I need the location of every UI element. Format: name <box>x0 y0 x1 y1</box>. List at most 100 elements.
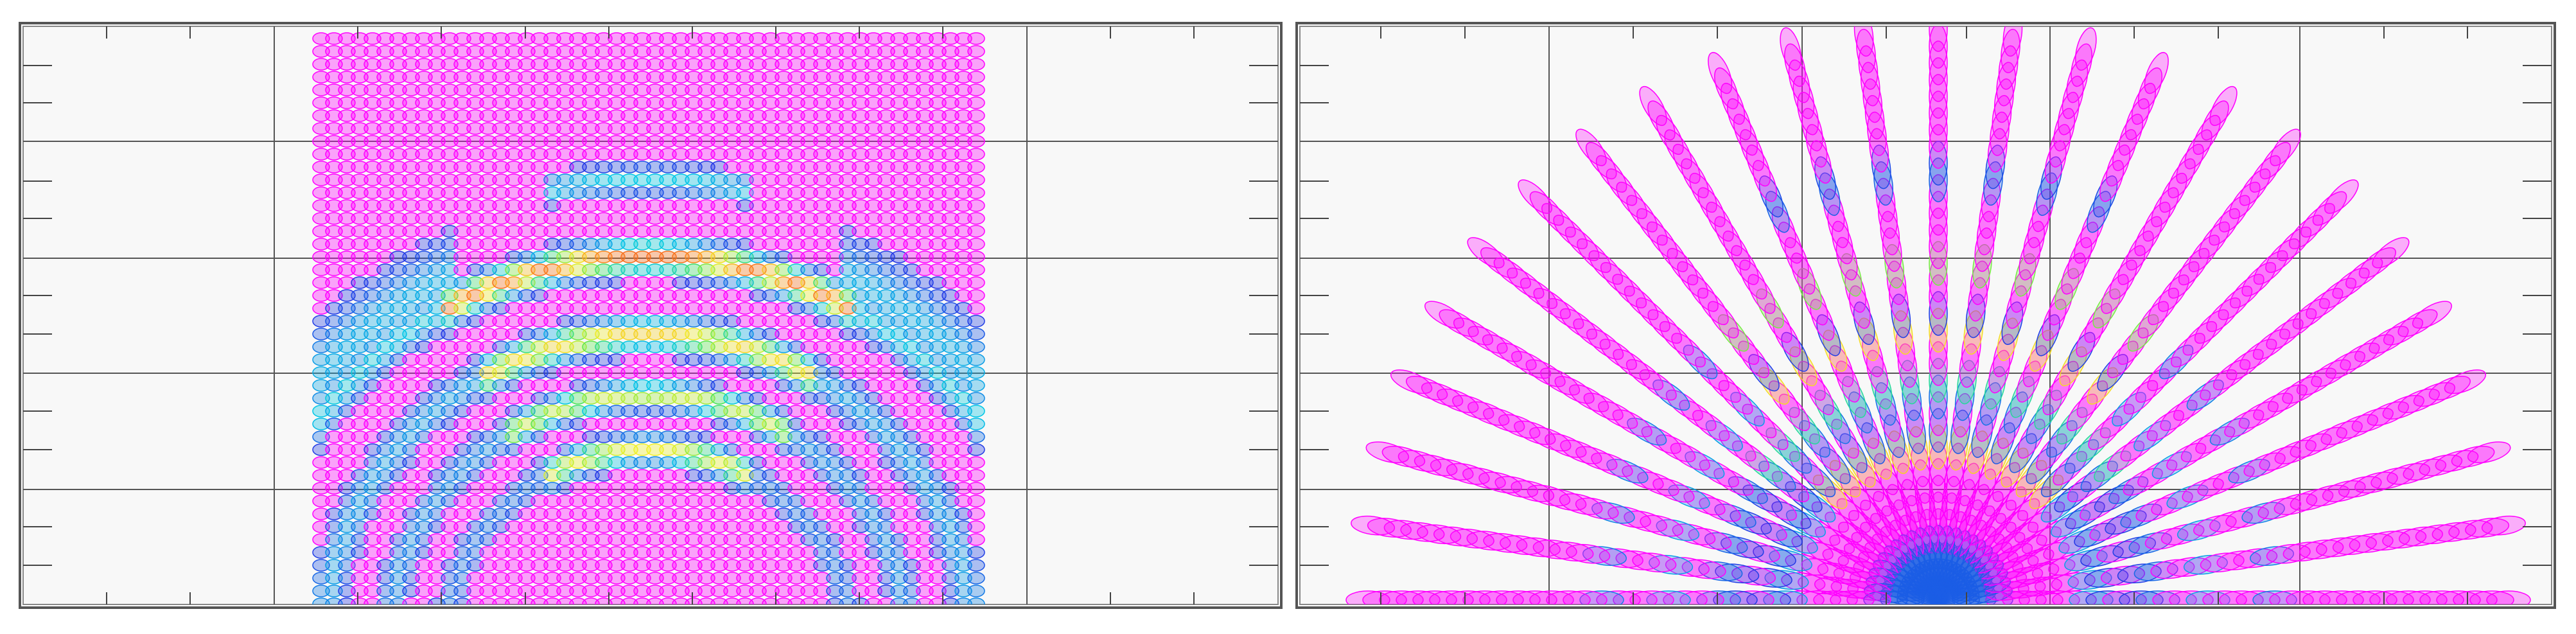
cell <box>505 366 523 379</box>
cell <box>749 482 767 495</box>
cell <box>800 71 818 84</box>
cell <box>736 84 754 96</box>
cell <box>954 263 972 276</box>
cell <box>736 148 754 161</box>
cell <box>826 340 844 353</box>
cell <box>877 58 895 71</box>
cell <box>312 173 330 186</box>
cell <box>492 122 510 135</box>
cell <box>543 289 561 302</box>
cell <box>453 507 471 520</box>
cell <box>697 212 715 225</box>
cell <box>325 289 343 302</box>
cell <box>697 572 715 585</box>
cell <box>775 148 793 161</box>
cell <box>877 559 895 572</box>
cell <box>890 572 908 585</box>
cell <box>415 161 433 173</box>
cell <box>543 533 561 546</box>
cell <box>929 84 947 96</box>
cell <box>428 482 446 495</box>
cell <box>402 559 420 572</box>
cell <box>942 469 959 482</box>
cell <box>595 418 613 430</box>
cell <box>633 507 651 520</box>
cell <box>736 572 754 585</box>
cell <box>582 520 600 533</box>
cell <box>364 456 381 469</box>
ticks <box>23 26 1278 604</box>
cell <box>428 276 446 289</box>
cell <box>787 366 805 379</box>
cell <box>954 328 972 340</box>
cell <box>453 84 471 96</box>
cell <box>530 379 548 392</box>
cell <box>556 405 574 418</box>
cell <box>877 340 895 353</box>
cell <box>877 238 895 251</box>
cell <box>890 353 908 366</box>
cell <box>762 32 780 45</box>
cell <box>595 443 613 456</box>
cell <box>2252 590 2297 604</box>
cell <box>659 263 677 276</box>
cell <box>595 392 613 405</box>
cell <box>1832 220 1853 265</box>
cell <box>556 225 574 238</box>
cell <box>569 276 587 289</box>
cell <box>1970 260 1990 305</box>
cell <box>697 289 715 302</box>
cell <box>710 186 728 199</box>
cell <box>569 559 587 572</box>
cell <box>569 328 587 340</box>
cell <box>787 84 805 96</box>
cell <box>685 456 703 469</box>
cell <box>672 45 690 58</box>
cell <box>646 212 664 225</box>
cell <box>685 276 703 289</box>
cell <box>672 109 690 122</box>
cell <box>582 84 600 96</box>
cell <box>569 263 587 276</box>
cell <box>1900 479 1923 523</box>
cell <box>415 238 433 251</box>
cell <box>453 161 471 173</box>
cell <box>608 418 626 430</box>
cell <box>762 148 780 161</box>
cell <box>543 546 561 559</box>
cell <box>813 58 831 71</box>
cell <box>890 148 908 161</box>
cell <box>389 161 407 173</box>
cell <box>1967 430 1989 474</box>
cell <box>697 96 715 109</box>
cell <box>582 533 600 546</box>
cell <box>351 84 369 96</box>
cell <box>325 520 343 533</box>
cell <box>877 109 895 122</box>
cell <box>659 340 677 353</box>
cell <box>839 520 857 533</box>
cell <box>364 251 381 263</box>
cell <box>389 186 407 199</box>
cell <box>364 353 381 366</box>
cell <box>685 546 703 559</box>
cell <box>954 32 972 45</box>
cell <box>1858 45 1879 90</box>
cell <box>428 507 446 520</box>
cell <box>415 585 433 597</box>
cell <box>556 418 574 430</box>
cell <box>852 135 870 148</box>
cell <box>364 289 381 302</box>
cell <box>453 353 471 366</box>
cell <box>595 482 613 495</box>
cell <box>736 212 754 225</box>
cell <box>428 392 446 405</box>
cell <box>620 148 638 161</box>
cell <box>813 173 831 186</box>
cell <box>389 430 407 443</box>
cell <box>800 392 818 405</box>
cell <box>967 148 985 161</box>
cell <box>415 263 433 276</box>
cell <box>672 186 690 199</box>
cell <box>710 32 728 45</box>
